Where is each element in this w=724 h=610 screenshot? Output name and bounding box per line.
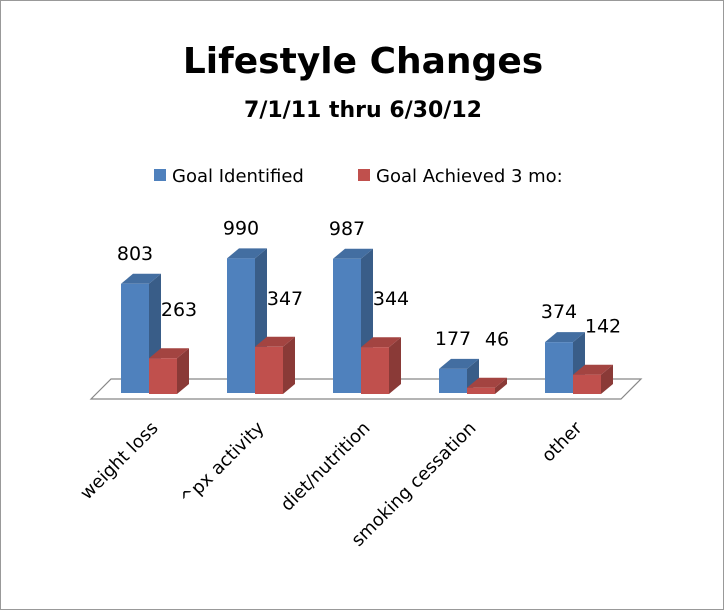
legend-swatch (154, 169, 166, 181)
legend-label: Goal Identified (172, 166, 304, 187)
bar-top (255, 336, 295, 347)
bar-side (389, 337, 401, 394)
bar-front (121, 283, 149, 393)
bar-top (149, 348, 189, 359)
bar-side (601, 364, 613, 394)
data-label: 177 (435, 328, 471, 350)
bar-front (361, 347, 389, 394)
x-tick-label: ^px activity (176, 417, 268, 509)
bar-side (283, 336, 295, 394)
bar (361, 337, 401, 394)
x-tick-label: weight loss (76, 418, 162, 504)
bar (439, 358, 479, 393)
x-tick-label: diet/nutrition (277, 418, 375, 516)
legend-swatch (358, 169, 370, 181)
data-label: 374 (541, 301, 577, 323)
bar-front (149, 358, 177, 394)
bar-top (227, 248, 267, 259)
bar-front (439, 368, 467, 393)
bar-top (573, 364, 613, 375)
bar-top (121, 273, 161, 284)
legend-label: Goal Achieved 3 mo: (376, 166, 563, 187)
bar-front (333, 258, 361, 393)
bar-side (495, 377, 507, 394)
data-label: 803 (117, 243, 153, 265)
data-label: 347 (267, 288, 303, 310)
bar-top (333, 248, 373, 259)
bar-top (545, 332, 585, 343)
chart-subtitle: 7/1/11 thru 6/30/12 (244, 98, 482, 123)
bar-front (467, 387, 495, 394)
data-label: 46 (485, 329, 509, 351)
data-label: 987 (329, 218, 365, 240)
bar (573, 364, 613, 394)
bar-front (545, 342, 573, 393)
data-label: 142 (585, 316, 621, 338)
x-tick-label: other (538, 417, 587, 466)
data-label: 344 (373, 288, 409, 310)
data-label: 263 (161, 299, 197, 321)
chart-title: Lifestyle Changes (183, 41, 543, 82)
data-label: 990 (223, 217, 259, 239)
bar (149, 348, 189, 394)
bar-front (227, 258, 255, 393)
bar-top (467, 377, 507, 388)
bar-top (439, 358, 479, 369)
bar-front (573, 374, 601, 394)
bar (467, 377, 507, 394)
bar-top (361, 337, 401, 348)
bar-side (177, 348, 189, 394)
bar (255, 336, 295, 394)
bar-front (255, 346, 283, 394)
